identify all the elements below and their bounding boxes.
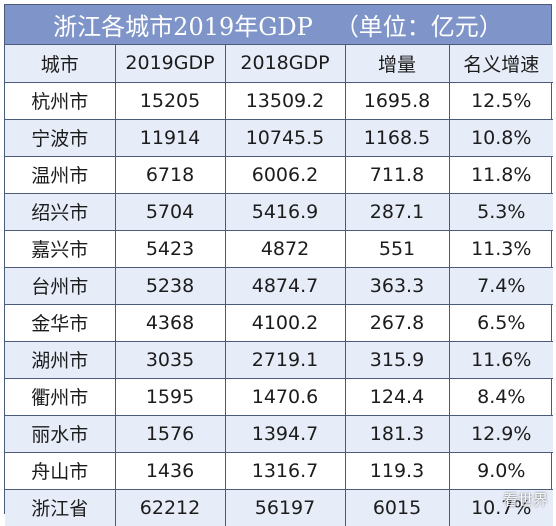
cell-increase: 1168.5 xyxy=(344,118,450,157)
table-row: 台州市 5238 4874.7 363.3 7.4% xyxy=(5,266,553,305)
table-row: 衢州市 1595 1470.6 124.4 8.4% xyxy=(5,377,553,416)
cell-gdp2018: 1394.7 xyxy=(224,414,346,453)
table-row-total: 浙江省 62212 56197 6015 10.7% xyxy=(5,488,553,526)
cell-gdp2018: 4874.7 xyxy=(224,266,346,305)
table-title-main: 浙江各城市2019年GDP xyxy=(53,13,313,41)
column-header-gdp2018: 2018GDP xyxy=(224,45,346,83)
table-row: 嘉兴市 5423 4872 551 11.3% xyxy=(5,229,553,268)
cell-growth: 11.8% xyxy=(448,155,553,194)
cell-city: 舟山市 xyxy=(5,451,116,490)
cell-gdp2019: 11914 xyxy=(114,118,226,157)
cell-growth: 7.4% xyxy=(448,266,553,305)
cell-gdp2019: 3035 xyxy=(114,340,226,379)
cell-city: 杭州市 xyxy=(5,81,116,120)
cell-increase: 181.3 xyxy=(344,414,450,453)
table-row: 舟山市 1436 1316.7 119.3 9.0% xyxy=(5,451,553,490)
cell-growth: 10.7% xyxy=(448,488,553,526)
cell-gdp2018: 1470.6 xyxy=(224,377,346,416)
table-row: 宁波市 11914 10745.5 1168.5 10.8% xyxy=(5,118,553,157)
cell-gdp2019: 62212 xyxy=(114,488,226,526)
cell-growth: 11.3% xyxy=(448,229,553,268)
cell-gdp2019: 5704 xyxy=(114,192,226,231)
cell-increase: 551 xyxy=(344,229,450,268)
cell-gdp2018: 6006.2 xyxy=(224,155,346,194)
table-row: 温州市 6718 6006.2 711.8 11.8% xyxy=(5,155,553,194)
cell-gdp2018: 5416.9 xyxy=(224,192,346,231)
cell-gdp2018: 4100.2 xyxy=(224,303,346,342)
table-row: 丽水市 1576 1394.7 181.3 12.9% xyxy=(5,414,553,453)
table-row: 杭州市 15205 13509.2 1695.8 12.5% xyxy=(5,81,553,120)
cell-gdp2019: 6718 xyxy=(114,155,226,194)
cell-gdp2018: 4872 xyxy=(224,229,346,268)
column-header-city: 城市 xyxy=(5,45,116,83)
column-header-gdp2019: 2019GDP xyxy=(114,45,226,83)
cell-city: 宁波市 xyxy=(5,118,116,157)
cell-city: 温州市 xyxy=(5,155,116,194)
cell-increase: 711.8 xyxy=(344,155,450,194)
cell-gdp2018: 1316.7 xyxy=(224,451,346,490)
cell-gdp2019: 1436 xyxy=(114,451,226,490)
cell-gdp2018: 56197 xyxy=(224,488,346,526)
cell-city: 浙江省 xyxy=(5,488,116,526)
cell-gdp2019: 1576 xyxy=(114,414,226,453)
cell-growth: 12.5% xyxy=(448,81,553,120)
cell-increase: 119.3 xyxy=(344,451,450,490)
cell-city: 绍兴市 xyxy=(5,192,116,231)
cell-city: 金华市 xyxy=(5,303,116,342)
cell-growth: 5.3% xyxy=(448,192,553,231)
table-title-unit: （单位：亿元） xyxy=(334,13,503,41)
column-header-growth: 名义增速 xyxy=(448,45,553,83)
table-row: 金华市 4368 4100.2 267.8 6.5% xyxy=(5,303,553,342)
cell-growth: 8.4% xyxy=(448,377,553,416)
column-header-increase: 增量 xyxy=(344,45,450,83)
cell-growth: 11.6% xyxy=(448,340,553,379)
cell-gdp2018: 13509.2 xyxy=(224,81,346,120)
cell-increase: 1695.8 xyxy=(344,81,450,120)
cell-growth: 10.8% xyxy=(448,118,553,157)
cell-growth: 12.9% xyxy=(448,414,553,453)
cell-growth: 9.0% xyxy=(448,451,553,490)
cell-increase: 6015 xyxy=(344,488,450,526)
gdp-table-sheet: 浙江各城市2019年GDP （单位：亿元） 城市 2019GDP 2018GDP… xyxy=(4,4,553,526)
cell-city: 丽水市 xyxy=(5,414,116,453)
cell-gdp2019: 5238 xyxy=(114,266,226,305)
cell-gdp2018: 10745.5 xyxy=(224,118,346,157)
cell-gdp2019: 4368 xyxy=(114,303,226,342)
cell-increase: 267.8 xyxy=(344,303,450,342)
table-row: 湖州市 3035 2719.1 315.9 11.6% xyxy=(5,340,553,379)
cell-increase: 124.4 xyxy=(344,377,450,416)
cell-gdp2019: 5423 xyxy=(114,229,226,268)
cell-city: 衢州市 xyxy=(5,377,116,416)
cell-increase: 287.1 xyxy=(344,192,450,231)
cell-gdp2018: 2719.1 xyxy=(224,340,346,379)
cell-city: 台州市 xyxy=(5,266,116,305)
cell-growth: 6.5% xyxy=(448,303,553,342)
cell-city: 嘉兴市 xyxy=(5,229,116,268)
cell-city: 湖州市 xyxy=(5,340,116,379)
table-row: 绍兴市 5704 5416.9 287.1 5.3% xyxy=(5,192,553,231)
cell-increase: 315.9 xyxy=(344,340,450,379)
gdp-table: 城市 2019GDP 2018GDP 增量 名义增速 杭州市 15205 135… xyxy=(5,45,553,526)
cell-gdp2019: 1595 xyxy=(114,377,226,416)
cell-increase: 363.3 xyxy=(344,266,450,305)
table-title: 浙江各城市2019年GDP （单位：亿元） xyxy=(5,5,551,45)
cell-gdp2019: 15205 xyxy=(114,81,226,120)
table-header-row: 城市 2019GDP 2018GDP 增量 名义增速 xyxy=(5,45,553,83)
